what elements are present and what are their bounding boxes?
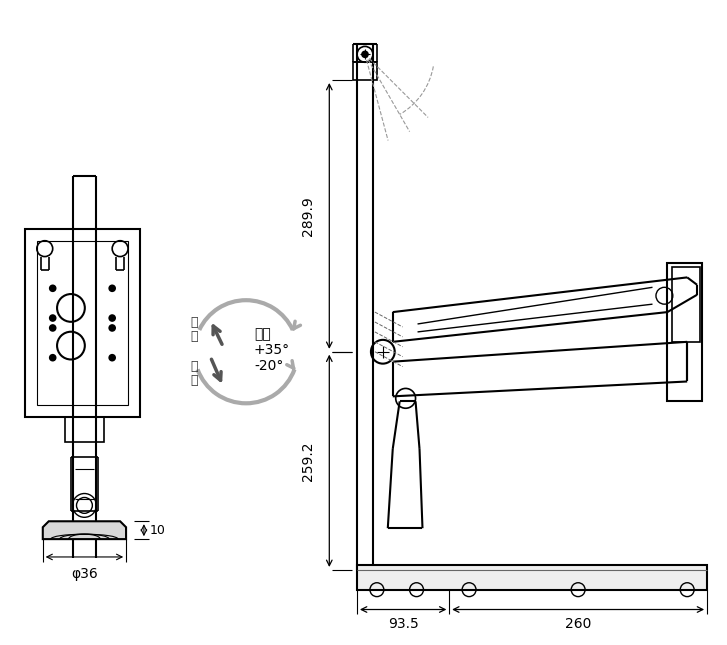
Text: φ36: φ36 xyxy=(71,567,98,581)
Circle shape xyxy=(109,315,115,321)
Circle shape xyxy=(49,355,56,361)
Text: +35°: +35° xyxy=(254,342,290,357)
Text: 倾斜: 倾斜 xyxy=(254,327,270,341)
Circle shape xyxy=(109,285,115,292)
Circle shape xyxy=(109,325,115,331)
Text: 向
前: 向 前 xyxy=(190,360,198,387)
Text: 向
后: 向 后 xyxy=(190,317,198,343)
Bar xyxy=(667,263,702,401)
Bar xyxy=(353,63,377,80)
Bar xyxy=(25,229,140,417)
Circle shape xyxy=(109,355,115,361)
Text: 259.2: 259.2 xyxy=(302,441,316,481)
Circle shape xyxy=(49,315,56,321)
Polygon shape xyxy=(43,521,126,539)
Bar xyxy=(65,417,104,442)
Circle shape xyxy=(49,325,56,331)
Bar xyxy=(37,241,128,405)
Polygon shape xyxy=(357,565,707,590)
Bar xyxy=(672,268,700,342)
Text: 260: 260 xyxy=(565,617,591,631)
Circle shape xyxy=(362,52,368,57)
Text: 10: 10 xyxy=(150,524,166,537)
Text: -20°: -20° xyxy=(254,359,284,373)
Text: 289.9: 289.9 xyxy=(302,196,316,236)
Text: 93.5: 93.5 xyxy=(387,617,419,631)
Circle shape xyxy=(49,285,56,292)
